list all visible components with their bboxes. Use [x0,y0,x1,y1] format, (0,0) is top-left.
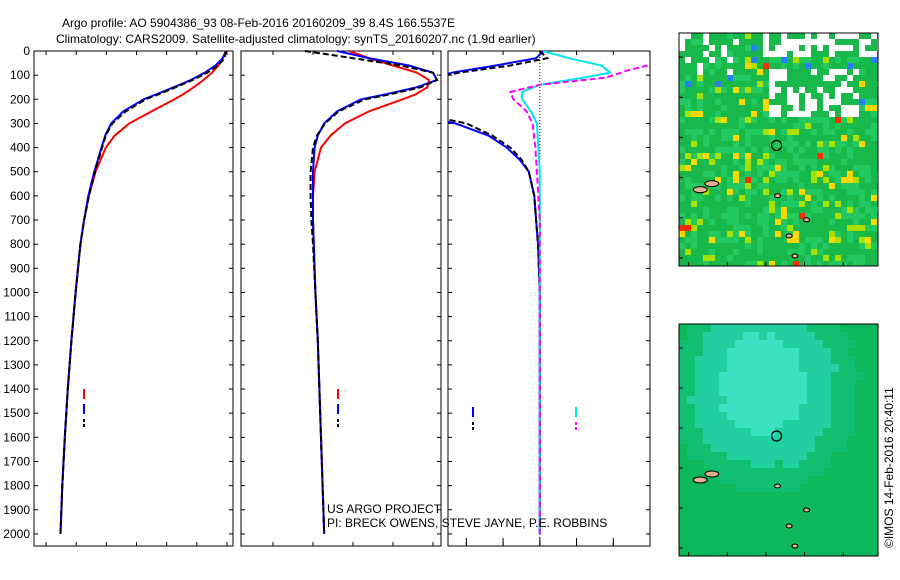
island [803,217,811,223]
y-tick-label: 1500 [3,406,30,420]
plot-frame [447,50,651,547]
difference-panel [447,50,651,547]
y-tick-label: 1100 [4,310,30,324]
y-tick-label: 700 [10,213,30,227]
temperature-panel: 0 100 200 300 400 500 600 700 800 900 1000 1100 1200… [3,44,234,547]
island [785,233,793,239]
argo-location-marker [770,430,783,442]
y-tick-label: 600 [10,189,30,203]
y-tick-label: 500 [10,165,30,179]
island [791,253,799,259]
map-frame [678,32,879,267]
temp-argo-line [448,51,550,534]
imos-watermark: ©IMOS 14-Feb-2016 20:40:11 [882,387,896,548]
y-tick-label: 900 [10,261,30,275]
argo-location-marker [770,139,783,152]
series-line-argo [304,50,439,534]
y-tick-label: 0 [23,44,30,58]
sst-field [679,33,878,266]
sla-map [678,323,879,557]
y-tick-label: 1600 [3,430,30,444]
y-tick-label: 200 [10,92,30,106]
island [785,523,793,529]
y-tick-label: 1800 [3,479,30,493]
y-tick-label: 1300 [3,358,30,372]
island [774,193,782,199]
y-tick-label: 1900 [3,503,30,517]
y-tick-label: 100 [10,68,30,82]
y-tick-label: 300 [10,116,30,130]
diff-series [448,51,650,534]
salinity-panel [240,50,442,547]
y-tick-label: 400 [10,141,30,155]
series-line-argo [59,50,227,534]
island [692,476,708,484]
sal-argo-line [509,63,650,534]
y-tick-label: 1200 [3,334,30,348]
plot-frame [33,50,234,547]
island [704,180,720,188]
credits-project: US ARGO PROJECT [327,502,442,516]
plot-frame [240,50,442,547]
y-tick-label: 2000 [3,527,30,541]
map-frame [678,323,879,557]
y-tick-label: 1400 [3,382,30,396]
header-line2: Climatology: CARS2009. Satellite-adjuste… [56,32,536,46]
island [774,483,782,489]
sal-satellite-line [521,51,613,534]
island [704,470,720,478]
island [803,507,811,513]
island [791,543,799,549]
credits-pi: PI: BRECK OWENS, STEVE JAYNE, P.E. ROBBI… [327,516,607,530]
y-tick-label: 1700 [3,454,30,468]
header-line1: Argo profile: AO 5904386_93 08-Feb-2016 … [62,16,455,30]
y-tick-label: 1000 [3,285,30,299]
sst-map [678,32,879,267]
island [692,186,708,194]
y-tick-label: 800 [10,237,30,251]
